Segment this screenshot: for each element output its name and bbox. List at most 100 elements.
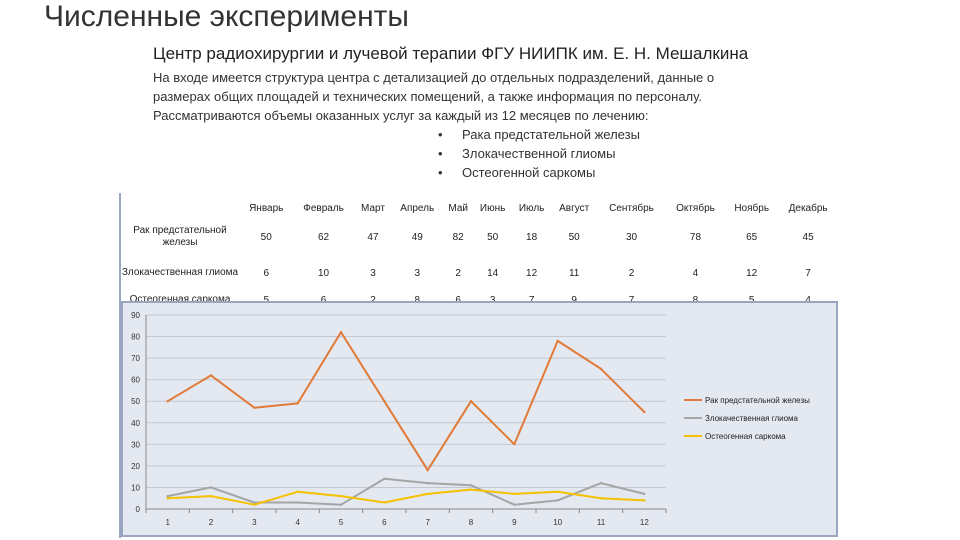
data-point (599, 497, 603, 500)
treatment-item: Остеогенной саркомы (438, 163, 640, 182)
x-tick-label: 3 (252, 518, 257, 527)
x-tick-label: 7 (425, 518, 430, 527)
table-cell: 50 (260, 231, 272, 243)
data-point (556, 490, 559, 493)
paragraph-line: размерах общих площадей и технических по… (153, 89, 702, 104)
legend-label: Рак предстательной железы (705, 396, 810, 405)
data-point (253, 501, 256, 504)
x-tick-label: 9 (512, 518, 517, 527)
data-point (426, 492, 429, 496)
table-row: Рак предстательной железы 50 62 47 49 82… (120, 219, 838, 255)
data-point (166, 400, 169, 403)
month-header: Март (361, 202, 385, 214)
table-cell: 62 (318, 231, 330, 243)
table-cell: 12 (526, 267, 538, 279)
data-point (209, 494, 213, 498)
y-tick-label: 80 (131, 333, 140, 342)
legend-label: Злокачественная глиома (705, 414, 799, 423)
y-tick-label: 70 (131, 354, 140, 363)
frame-border (119, 193, 121, 538)
data-point (383, 400, 386, 403)
table-cell: 2 (628, 267, 635, 279)
paragraph-line: На входе имеется структура центра с дета… (153, 70, 715, 85)
data-point (513, 503, 516, 506)
y-tick-label: 60 (131, 376, 140, 385)
table-cell: 50 (487, 231, 499, 243)
data-point (253, 503, 256, 506)
paragraph-line: Рассматриваются объемы оказанных услуг з… (153, 108, 649, 123)
table-cell: 30 (625, 231, 638, 243)
data-point (469, 484, 473, 487)
table-cell: 6 (455, 294, 461, 306)
y-tick-label: 90 (131, 311, 140, 320)
series-line (167, 331, 646, 472)
data-point (469, 488, 473, 491)
treatment-item: Злокачественной глиомы (438, 144, 640, 163)
x-tick-label: 4 (295, 518, 300, 527)
data-point (556, 339, 559, 343)
month-header: Май (448, 202, 468, 214)
month-header: Апрель (400, 202, 435, 214)
table-cell: 18 (526, 231, 538, 243)
treatment-list: Рака предстательной железы Злокачественн… (438, 125, 640, 182)
data-point (643, 410, 646, 414)
table-cell: 5 (748, 294, 755, 306)
series-line (167, 477, 645, 506)
month-header: Февраль (303, 202, 344, 214)
table-cell: 11 (568, 267, 580, 279)
table-cell: 7 (805, 267, 811, 279)
data-point (166, 497, 169, 500)
legend-label: Остеогенная саркома (705, 432, 786, 441)
data-point (209, 486, 213, 489)
row-label: Рак предстательной железы (133, 225, 227, 248)
data-point (513, 492, 516, 496)
data-point (426, 481, 429, 485)
table-corner-cell (120, 197, 240, 219)
data-point (339, 494, 343, 498)
table-cell: 82 (452, 231, 464, 243)
table-cell: 65 (746, 231, 758, 243)
treatment-item: Рака предстательной железы (438, 125, 640, 144)
table-cell: 9 (571, 294, 577, 306)
row-label: Остеогенная саркома (129, 294, 231, 305)
table-cell: 2 (370, 294, 376, 306)
x-tick-label: 5 (339, 518, 344, 527)
table-cell: 3 (414, 267, 421, 279)
table-cell: 6 (320, 294, 327, 306)
y-tick-label: 0 (136, 505, 141, 514)
table-cell: 47 (367, 231, 379, 243)
data-point (253, 406, 256, 409)
data-point (296, 501, 299, 504)
x-tick-label: 10 (553, 518, 562, 527)
data-point (296, 402, 299, 405)
table-cell: 50 (568, 231, 580, 243)
table-header-row: Январь Февраль Март Апрель Май Июнь Июль… (120, 197, 838, 219)
x-tick-label: 2 (209, 518, 214, 527)
y-tick-label: 50 (131, 397, 140, 406)
data-point (209, 374, 213, 377)
data-point (469, 400, 473, 403)
month-header: Ноябрь (734, 202, 770, 214)
data-point (383, 477, 386, 481)
data-point (339, 331, 343, 334)
data-point (339, 503, 343, 506)
slide-title: Численные эксперименты (44, 0, 409, 33)
table-row: Злокачественная глиома 6 10 3 3 2 14 12 … (120, 255, 838, 291)
line-chart-container: 0 10 20 30 40 50 60 70 80 90 1 2 3 4 5 6 7 8 9 10 11 12 Рак пр… (121, 301, 838, 537)
month-header: Январь (249, 202, 284, 214)
row-label: Злокачественная глиома (121, 267, 239, 278)
y-tick-label: 40 (131, 419, 140, 428)
data-point (599, 367, 603, 371)
x-tick-label: 6 (382, 518, 387, 527)
x-tick-label: 12 (640, 518, 649, 527)
x-tick-label: 11 (597, 518, 606, 527)
data-point (383, 501, 386, 504)
slide-subtitle: Центр радиохирургии и лучевой терапии ФГ… (153, 44, 749, 63)
data-point (166, 494, 169, 498)
month-header: Июнь (479, 202, 506, 214)
data-point (643, 492, 646, 496)
data-point (643, 499, 646, 502)
table-cell: 45 (802, 231, 814, 243)
table-cell: 4 (692, 267, 699, 279)
